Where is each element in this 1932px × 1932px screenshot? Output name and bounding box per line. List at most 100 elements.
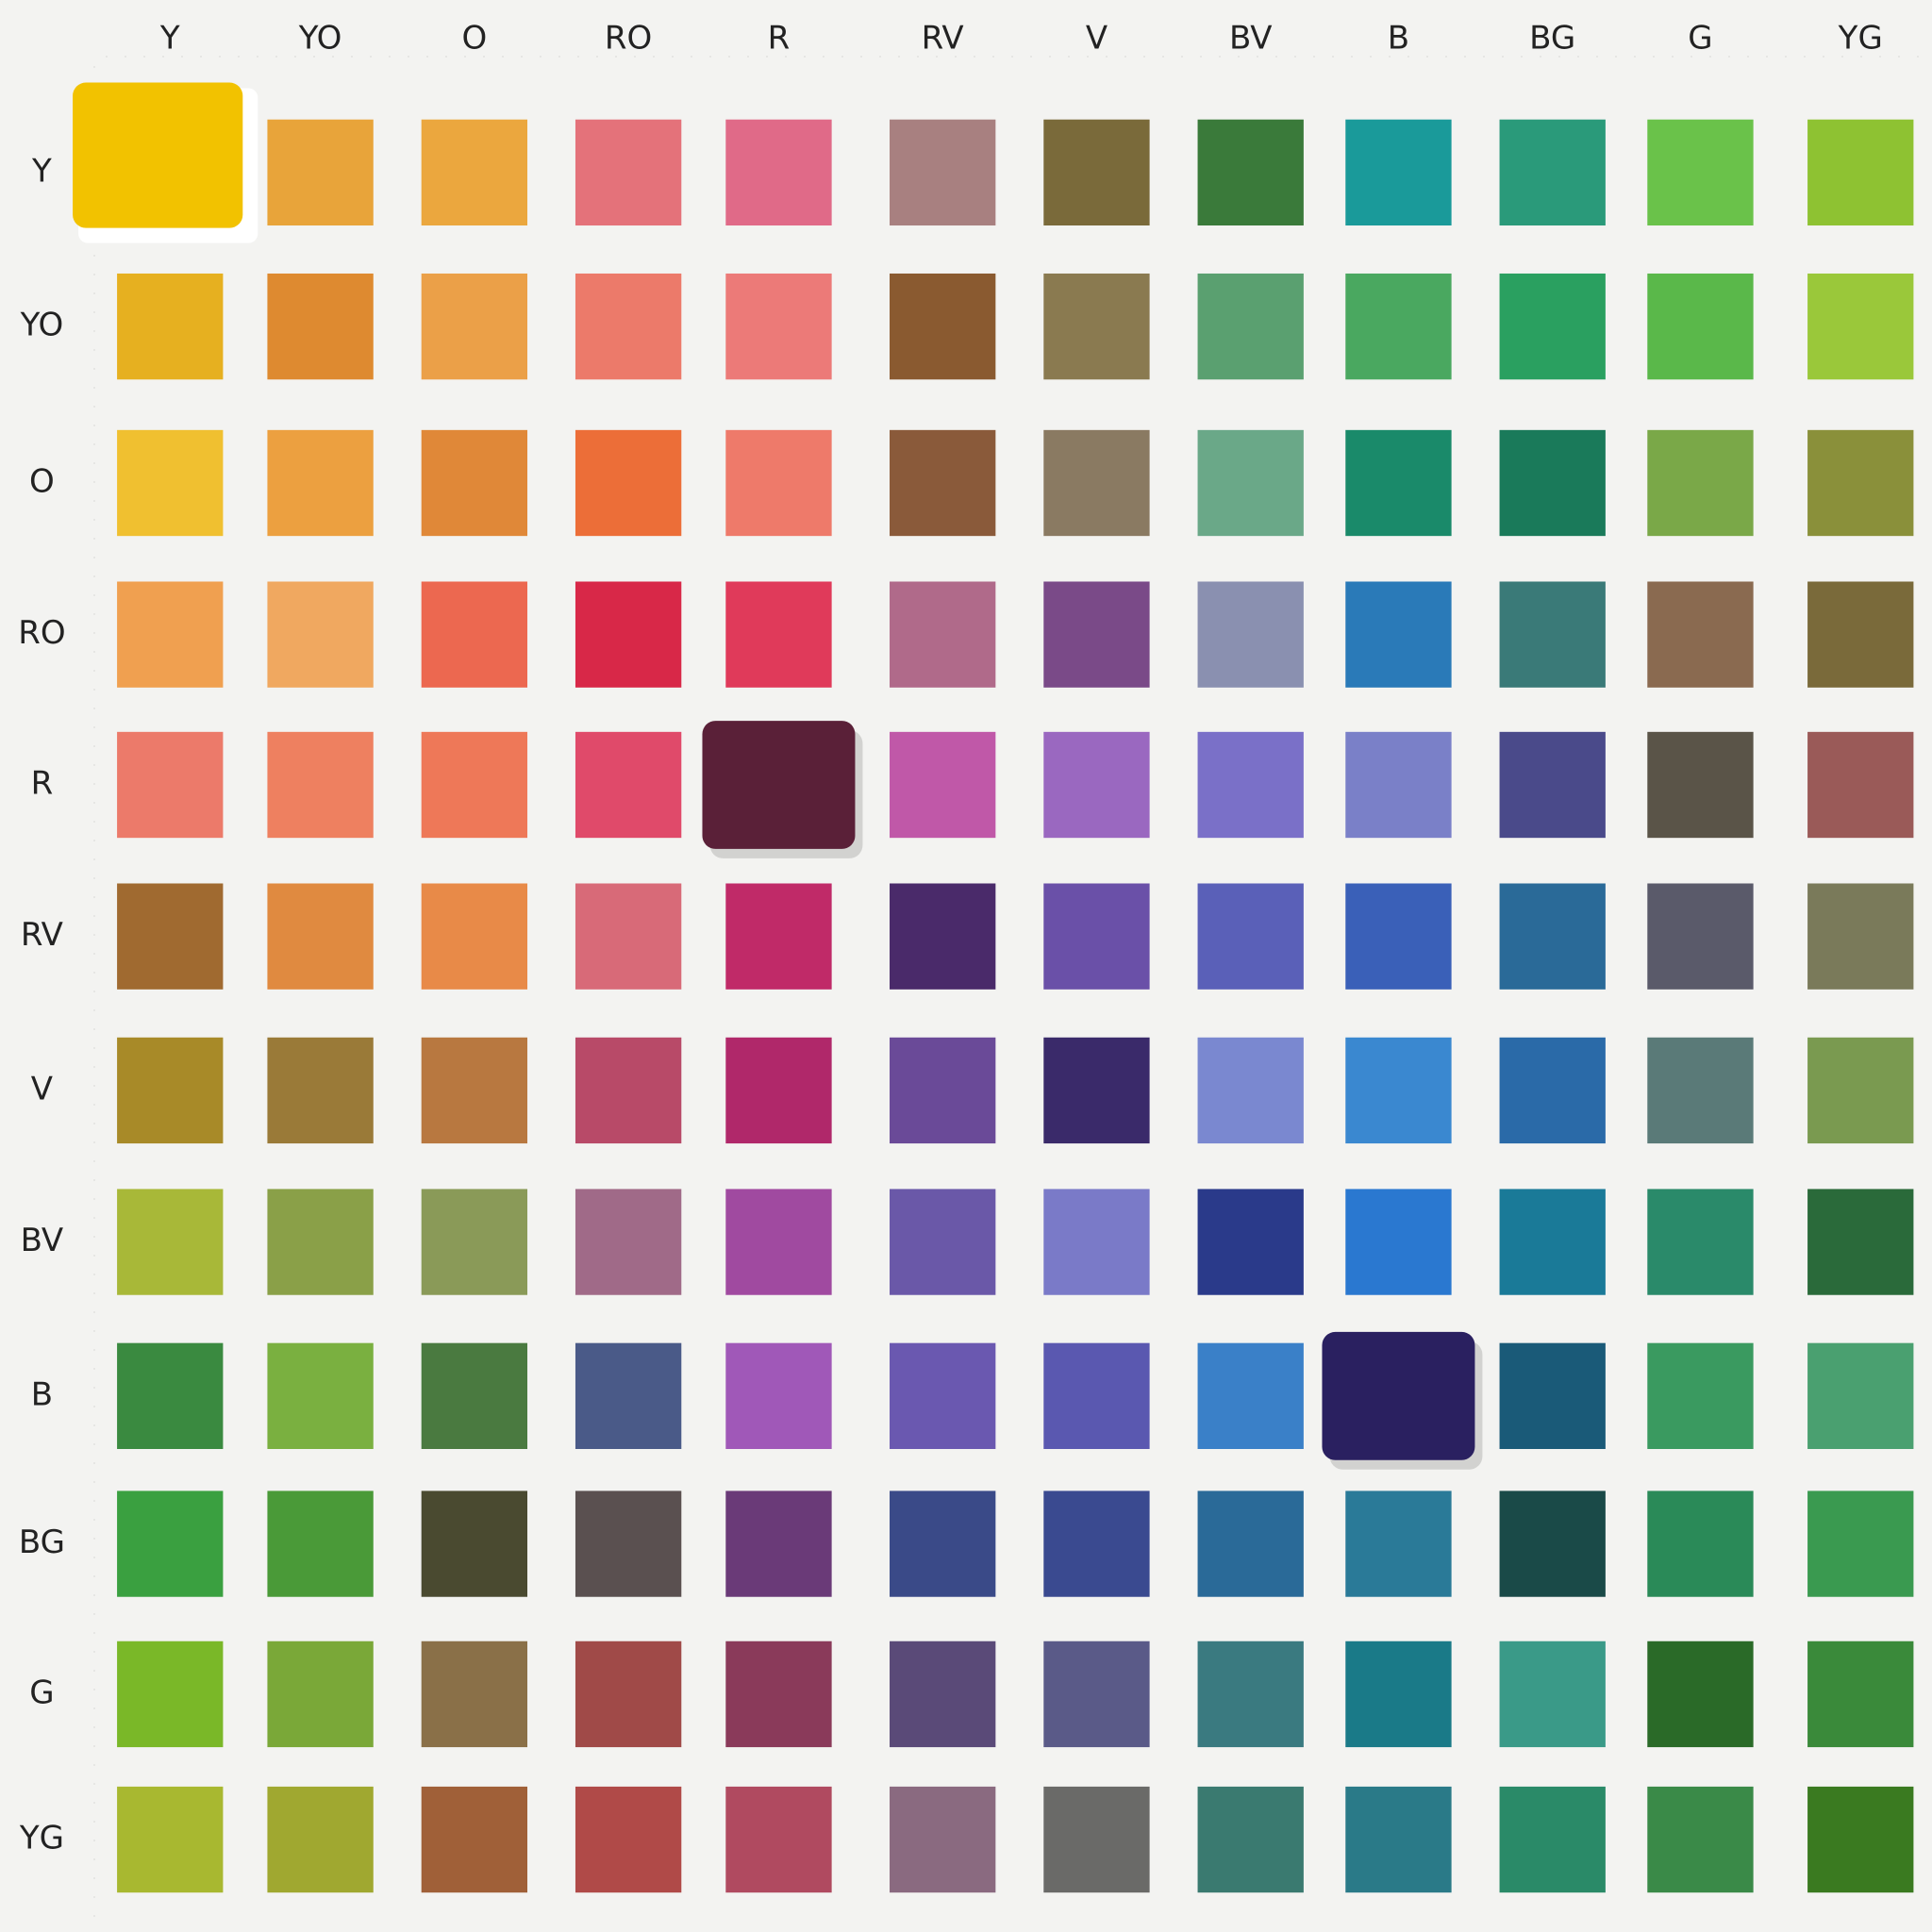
swatch	[575, 1786, 682, 1893]
swatch	[575, 119, 682, 226]
swatch	[421, 883, 528, 990]
swatch	[117, 1786, 224, 1893]
swatch	[575, 883, 682, 990]
swatch	[575, 1641, 682, 1748]
swatch	[267, 1786, 374, 1893]
swatch	[421, 731, 528, 839]
swatch	[890, 1037, 996, 1144]
swatch	[890, 1641, 996, 1748]
swatch	[1807, 1786, 1914, 1893]
swatch	[1807, 1641, 1914, 1748]
swatch	[267, 119, 374, 226]
swatch	[890, 1491, 996, 1597]
row-label: B	[31, 1375, 53, 1413]
swatch	[1807, 1342, 1914, 1449]
swatch	[1345, 883, 1452, 990]
swatch	[1499, 883, 1606, 990]
swatch	[1197, 1491, 1304, 1597]
swatch	[725, 1189, 832, 1295]
swatch	[1499, 429, 1606, 537]
swatch	[117, 273, 224, 380]
column-label: B	[1388, 19, 1409, 57]
row-label: BV	[21, 1222, 64, 1259]
swatch	[1807, 1189, 1914, 1295]
swatch	[1345, 119, 1452, 226]
swatch	[725, 429, 832, 537]
row-label: O	[29, 463, 55, 501]
swatch	[1647, 273, 1754, 380]
swatch	[1807, 731, 1914, 839]
swatch	[1197, 731, 1304, 839]
swatch	[267, 1037, 374, 1144]
swatch	[1499, 1786, 1606, 1893]
swatch	[890, 273, 996, 380]
swatch	[1197, 1189, 1304, 1295]
swatch	[575, 731, 682, 839]
column-label: RO	[605, 19, 652, 57]
row-label: RV	[21, 916, 63, 954]
swatch	[421, 1786, 528, 1893]
swatch	[1807, 1037, 1914, 1144]
column-label: G	[1688, 19, 1712, 57]
paint-pan	[1322, 1331, 1475, 1460]
swatch	[1197, 1641, 1304, 1748]
swatch	[890, 581, 996, 688]
row-label: R	[31, 765, 54, 803]
swatch	[1647, 883, 1754, 990]
swatch	[890, 883, 996, 990]
swatch	[1807, 273, 1914, 380]
swatch	[267, 581, 374, 688]
swatch	[267, 273, 374, 380]
swatch	[1807, 1491, 1914, 1597]
column-label: BG	[1529, 19, 1575, 57]
swatch	[1043, 1342, 1150, 1449]
swatch	[421, 1491, 528, 1597]
swatch	[890, 1342, 996, 1449]
swatch	[1043, 429, 1150, 537]
swatch	[890, 731, 996, 839]
swatch	[1197, 581, 1304, 688]
swatch	[1345, 581, 1452, 688]
swatch	[1197, 119, 1304, 226]
swatch	[267, 731, 374, 839]
swatch	[1043, 1189, 1150, 1295]
swatch	[1647, 581, 1754, 688]
swatch	[725, 581, 832, 688]
swatch	[1345, 1641, 1452, 1748]
swatch	[1043, 273, 1150, 380]
swatch	[725, 1342, 832, 1449]
swatch	[421, 1189, 528, 1295]
swatch	[267, 1641, 374, 1748]
swatch	[267, 429, 374, 537]
swatch	[421, 119, 528, 226]
swatch	[1043, 581, 1150, 688]
swatch	[1043, 1786, 1150, 1893]
swatch	[421, 1037, 528, 1144]
swatch	[1197, 1342, 1304, 1449]
swatch	[725, 1037, 832, 1144]
row-label: RO	[18, 614, 65, 652]
swatch	[421, 581, 528, 688]
swatch	[1807, 581, 1914, 688]
swatch	[1345, 429, 1452, 537]
column-label: YG	[1838, 19, 1883, 57]
swatch	[1345, 1491, 1452, 1597]
row-label: YO	[20, 307, 64, 344]
swatch	[725, 119, 832, 226]
swatch	[117, 883, 224, 990]
swatch	[1043, 119, 1150, 226]
column-label: R	[768, 19, 791, 57]
swatch	[1499, 1037, 1606, 1144]
swatch	[575, 1189, 682, 1295]
swatch	[725, 1641, 832, 1748]
column-label: YO	[298, 19, 342, 57]
swatch	[725, 1491, 832, 1597]
swatch	[117, 731, 224, 839]
swatch	[267, 1342, 374, 1449]
swatch	[1647, 429, 1754, 537]
swatch	[1043, 883, 1150, 990]
swatch	[1345, 731, 1452, 839]
swatch	[725, 273, 832, 380]
swatch	[1499, 581, 1606, 688]
